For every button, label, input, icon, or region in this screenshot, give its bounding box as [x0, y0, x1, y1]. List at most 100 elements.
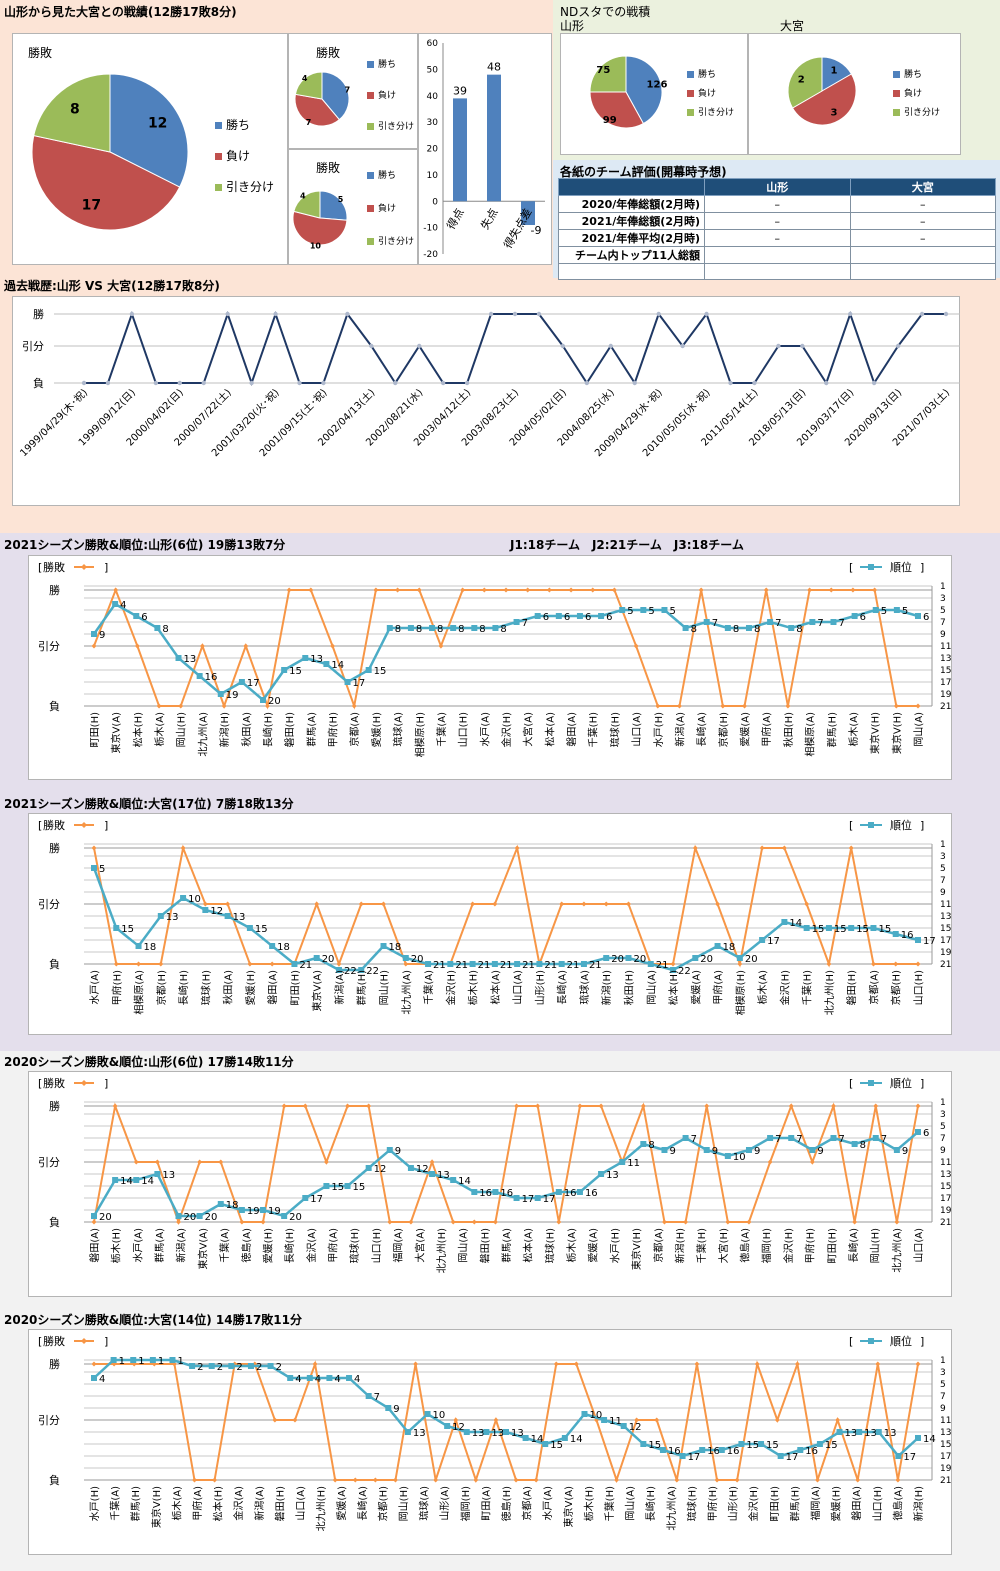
history-point	[848, 311, 853, 317]
season0-rank-point	[429, 625, 436, 631]
season3-rank-label: 4	[315, 1374, 321, 1385]
season2-rank-label: 15	[353, 1182, 366, 1193]
season3-opponent-label: 東京V(A)	[562, 1486, 575, 1528]
season1-result-point	[358, 901, 364, 907]
season0-result-point	[742, 703, 748, 709]
season3-rank-tick: 11	[940, 1416, 951, 1426]
home-legend-item: 勝ち	[367, 57, 396, 70]
legend-swatch	[893, 109, 900, 116]
season1-rank-label: 21	[656, 960, 669, 971]
season1-legends: [勝敗][順位]	[38, 818, 924, 832]
season1-result-point	[848, 845, 854, 851]
season3-result-point	[915, 1361, 921, 1367]
season0-result-point	[590, 587, 596, 593]
season1-rank-tick: 5	[940, 864, 946, 874]
s2021y-chart-box	[28, 555, 952, 780]
season1-rank-label: 13	[233, 912, 246, 923]
bar-value-label: -9	[531, 224, 542, 237]
season1-result-point	[870, 961, 876, 967]
away-pie-title: 勝敗	[316, 161, 341, 175]
season1-rank-label: 13	[166, 912, 179, 923]
season2-result-point	[725, 1219, 731, 1225]
season3-rank-label: 1	[158, 1356, 164, 1367]
season3-result-point	[895, 1477, 901, 1483]
season1-rank-point	[736, 955, 743, 961]
season0-opponent-label: 長崎(H)	[261, 712, 274, 747]
legend-label: 負け	[378, 91, 397, 101]
nd-omiya-pie-slice-draw	[787, 56, 823, 109]
season0-rank-tick: 7	[940, 618, 946, 628]
history-point	[440, 380, 446, 386]
overall-pie-slice-win	[109, 73, 189, 188]
season1-rank-point	[202, 907, 209, 913]
season3-rank-tick: 9	[940, 1404, 946, 1414]
season2-rank-line	[92, 1131, 919, 1218]
season3-result-point	[191, 1477, 197, 1483]
season2-rank-tick: 17	[940, 1194, 951, 1204]
season3-opponent-label: 徳島(H)	[500, 1486, 513, 1521]
legend-swatch	[367, 238, 374, 245]
season2-rank-point	[915, 1129, 921, 1135]
history-point	[824, 380, 829, 386]
season3-rank-point	[483, 1429, 490, 1435]
season1-opponent-label: 岡山(H)	[379, 970, 391, 1005]
season2-rank-label: 20	[184, 1212, 197, 1223]
season2-rank-label: 14	[458, 1176, 471, 1187]
season3-rank-tick: 21	[940, 1476, 951, 1486]
bar-2	[521, 201, 535, 225]
season3-ylabel: 負	[49, 1474, 60, 1487]
season0-opponent-label: 琉球(A)	[392, 712, 405, 747]
season2-opponent-label: 甲府(H)	[804, 1228, 817, 1263]
season0-result-point	[134, 643, 140, 649]
season3-rank-point	[503, 1429, 509, 1435]
s2020y-chart-box	[28, 1071, 952, 1297]
legend-swatch	[367, 172, 374, 179]
season1-rank-point	[536, 961, 543, 967]
season2-rank-tick: 21	[940, 1218, 951, 1228]
season3-rank-point	[640, 1441, 647, 1447]
season1-result-point	[336, 961, 342, 967]
season3-opponent-label: 磐田(H)	[273, 1486, 286, 1521]
season1-rank-point	[647, 961, 654, 967]
season3-rank-label: 17	[688, 1452, 701, 1463]
season3-opponent-label: 栃木(A)	[170, 1486, 183, 1521]
season1-opponent-label: 新潟(H)	[600, 970, 613, 1005]
season0-result-point	[395, 587, 401, 593]
season0-result-point	[785, 703, 791, 709]
season1-rank-tick: 17	[940, 936, 951, 946]
season1-opponent-label: 山形(H)	[534, 970, 546, 1005]
season2-result-legend-marker	[81, 1080, 87, 1086]
season3-opponent-label: 千葉(A)	[109, 1486, 122, 1521]
season0-rank-tick: 13	[940, 654, 951, 664]
season2-opponent-label: 大宮(A)	[413, 1228, 426, 1263]
season1-result-point	[826, 961, 832, 967]
season0-rank-label: 7	[817, 618, 823, 629]
season0-opponent-label: 東京V(H)	[890, 712, 903, 754]
season0-result-legend-bracket: ]	[104, 561, 108, 574]
season0-opponent-label: 新潟(A)	[673, 712, 686, 747]
season2-rank-tick: 5	[940, 1122, 946, 1132]
season1-rank-label: 15	[255, 924, 268, 935]
season0-opponent-label: 栃木(A)	[153, 712, 166, 747]
away-pie-slice-draw	[293, 190, 321, 219]
season3-opponent-label: 長崎(H)	[644, 1486, 657, 1521]
season0-rank-point	[407, 625, 414, 631]
history-point	[81, 380, 87, 386]
bar-ytick: 50	[427, 65, 439, 75]
nd-omiya-legend-item: 負け	[893, 86, 922, 99]
history-point	[800, 343, 805, 349]
season1-result-point	[625, 901, 631, 907]
away-pie-slice-win	[319, 190, 348, 221]
season3-opponent-label: 北九州(A)	[666, 1486, 678, 1531]
season2-rank-legend-marker	[868, 1080, 874, 1086]
legend-swatch	[687, 90, 694, 97]
season1-result-point	[225, 901, 231, 907]
season1-result-point	[113, 961, 119, 967]
season3-rank-label: 13	[864, 1428, 877, 1439]
legend-swatch	[367, 205, 374, 212]
season2-rank-label: 15	[331, 1182, 344, 1193]
season3-rank-label: 14	[570, 1434, 583, 1445]
season0-opponent-label: 京都(H)	[717, 712, 730, 747]
season2-rank-point	[302, 1195, 309, 1201]
away-legend-item: 引き分け	[367, 234, 414, 247]
